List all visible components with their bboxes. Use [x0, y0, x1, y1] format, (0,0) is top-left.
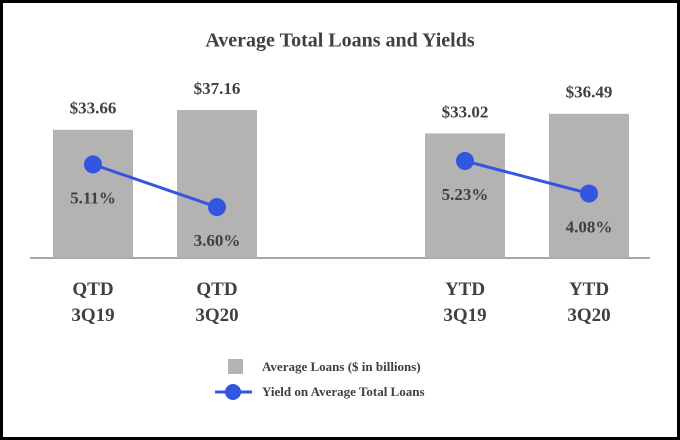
line-value-label: 4.08% [566, 217, 613, 236]
bar-value-label: $33.02 [442, 102, 489, 121]
bar [177, 110, 257, 258]
bar [53, 129, 133, 258]
legend-label: Yield on Average Total Loans [262, 384, 425, 399]
line-marker [456, 151, 474, 170]
x-tick-label: QTD 3Q19 [71, 279, 115, 326]
legend-swatch-bar [228, 359, 243, 374]
legend-label: Average Loans ($ in billions) [262, 359, 421, 374]
bar-value-label: $33.66 [70, 99, 117, 118]
line-marker [580, 184, 598, 203]
line [92, 159, 590, 209]
bar-value-label: $37.16 [194, 79, 241, 98]
bar-value-label: $36.49 [566, 83, 613, 102]
line-value-label: 5.11% [70, 188, 116, 207]
line-marker [208, 198, 226, 217]
line-value-label: 3.60% [194, 231, 241, 250]
legend-swatch-marker [225, 384, 241, 400]
chart-title: Average Total Loans and Yields [205, 30, 475, 52]
line-marker [84, 155, 102, 174]
x-tick-label: YTD 3Q20 [567, 279, 611, 326]
line-value-label: 5.23% [442, 185, 489, 204]
x-tick-label: QTD 3Q20 [195, 279, 239, 326]
x-tick-label: YTD 3Q19 [443, 279, 487, 326]
